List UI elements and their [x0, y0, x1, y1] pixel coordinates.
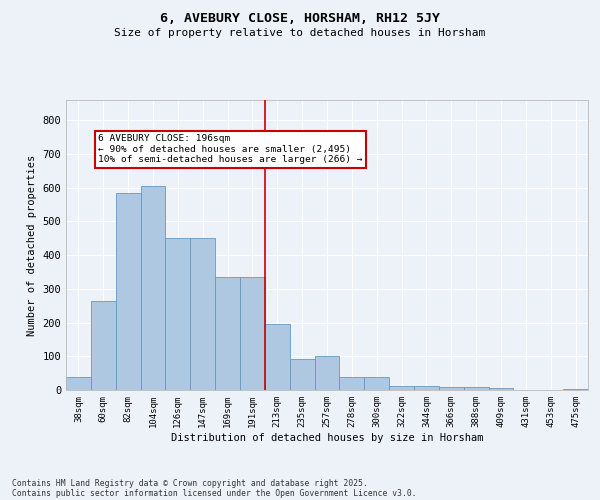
Bar	[265, 324, 290, 390]
Text: Contains HM Land Registry data © Crown copyright and database right 2025.: Contains HM Land Registry data © Crown c…	[12, 478, 368, 488]
Bar	[314, 356, 340, 390]
Bar	[240, 277, 265, 390]
Bar	[488, 388, 514, 390]
Bar	[389, 386, 414, 390]
Y-axis label: Number of detached properties: Number of detached properties	[27, 154, 37, 336]
Text: Contains public sector information licensed under the Open Government Licence v3: Contains public sector information licen…	[12, 488, 416, 498]
Bar	[439, 386, 464, 390]
Bar	[116, 192, 140, 390]
Bar	[190, 238, 215, 390]
Bar	[340, 376, 364, 390]
Text: Size of property relative to detached houses in Horsham: Size of property relative to detached ho…	[115, 28, 485, 38]
Bar	[215, 277, 240, 390]
X-axis label: Distribution of detached houses by size in Horsham: Distribution of detached houses by size …	[171, 432, 483, 442]
Bar	[140, 186, 166, 390]
Bar	[290, 358, 314, 390]
Text: 6 AVEBURY CLOSE: 196sqm
← 90% of detached houses are smaller (2,495)
10% of semi: 6 AVEBURY CLOSE: 196sqm ← 90% of detache…	[98, 134, 363, 164]
Bar	[414, 386, 439, 390]
Bar	[66, 376, 91, 390]
Bar	[91, 300, 116, 390]
Bar	[364, 376, 389, 390]
Text: 6, AVEBURY CLOSE, HORSHAM, RH12 5JY: 6, AVEBURY CLOSE, HORSHAM, RH12 5JY	[160, 12, 440, 26]
Bar	[166, 238, 190, 390]
Bar	[464, 386, 488, 390]
